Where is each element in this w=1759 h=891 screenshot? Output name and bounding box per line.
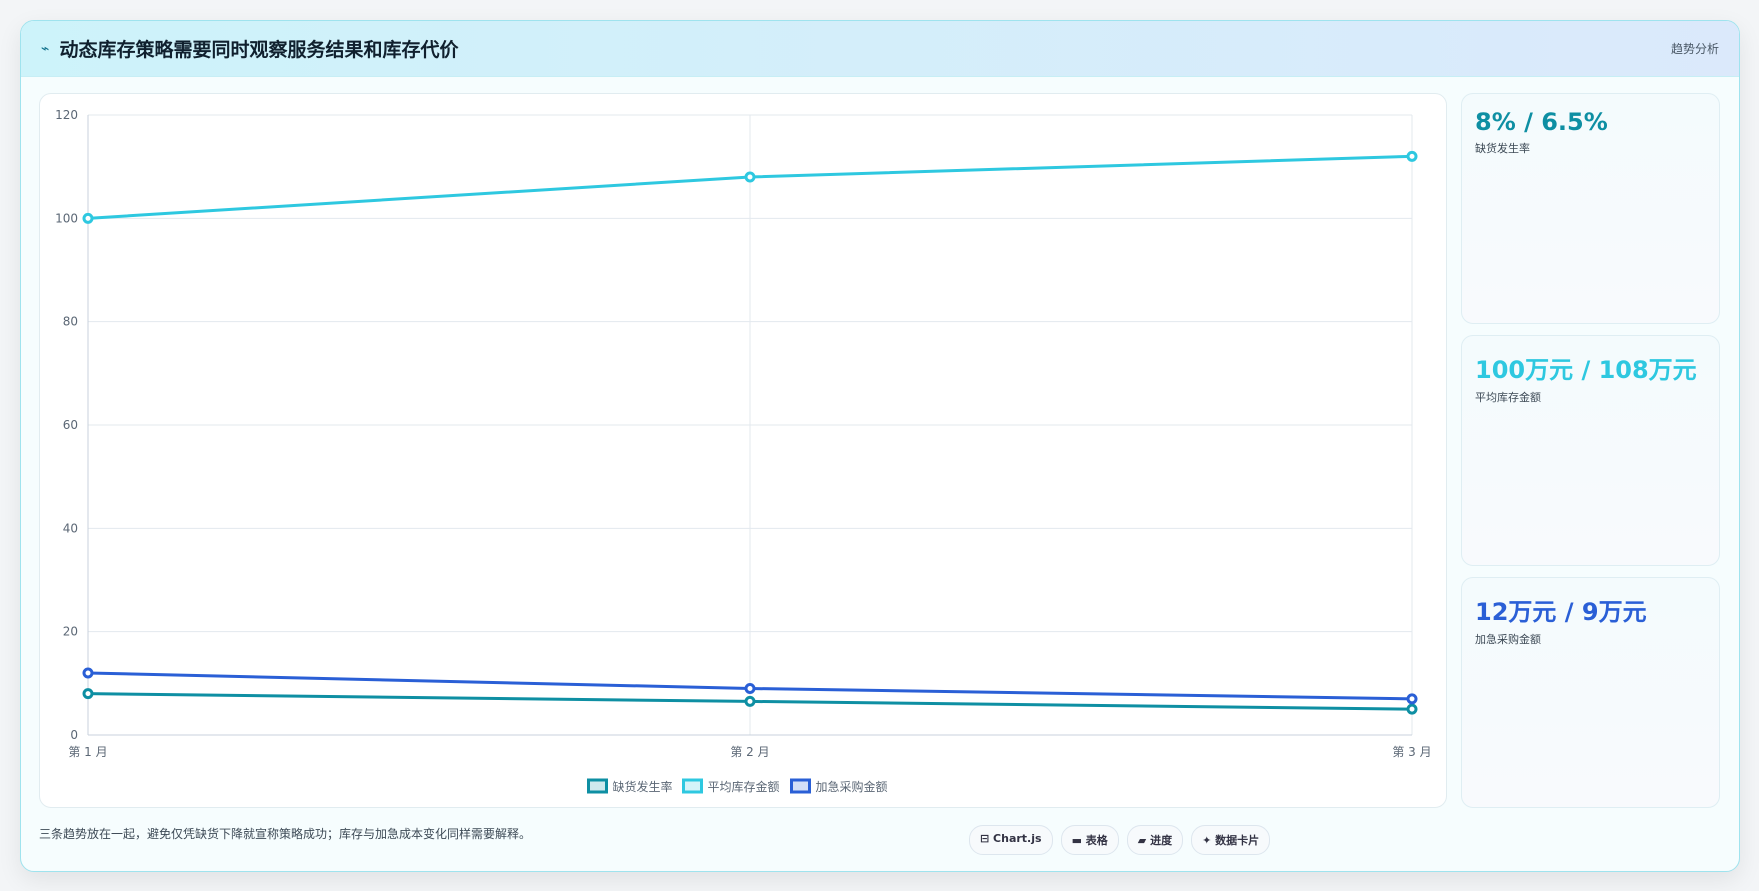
kpi-label: 加急采购金额: [1475, 633, 1541, 646]
y-tick-label: 100: [55, 211, 78, 225]
legend-label: 加急采购金额: [816, 779, 888, 794]
legend-swatch: [682, 778, 703, 794]
x-tick-label: 第 3 月: [1392, 745, 1431, 759]
legend-label: 平均库存金额: [708, 779, 780, 794]
footer-note: 三条趋势放在一起，避免仅凭缺货下降就宣称策略成功；库存与加急成本变化同样需要解释…: [39, 827, 532, 841]
y-tick-label: 40: [63, 521, 78, 535]
kpi-label: 平均库存金额: [1475, 391, 1541, 404]
kpi-card: 8% / 6.5% 缺货发生率: [1461, 93, 1720, 324]
legend-swatch: [587, 778, 608, 794]
data-point: [82, 688, 94, 700]
data-point: [1406, 150, 1418, 162]
data-point: [82, 667, 94, 679]
header-tag[interactable]: 趋势分析: [1670, 42, 1719, 56]
y-tick-label: 80: [63, 315, 78, 329]
kpi-label: 缺货发生率: [1475, 142, 1530, 155]
data-point: [744, 171, 756, 183]
view-button[interactable]: ▰ 进度: [1126, 825, 1184, 855]
kpi-card: 100万元 / 108万元平均库存金额: [1461, 335, 1720, 566]
y-tick-label: 0: [70, 728, 78, 742]
kpi-value: 100万元 / 108万元: [1475, 356, 1697, 384]
view-button[interactable]: ⊟ Chart.js: [969, 825, 1053, 855]
chart-panel: 0 20 40 60 80 100 120 第 1 月 第 2 月 第 3 月缺货发生率 平均库存金…: [39, 93, 1447, 808]
view-button[interactable]: ▬ 表格: [1060, 825, 1119, 855]
y-tick-label: 20: [63, 625, 78, 639]
y-tick-label: 120: [55, 108, 78, 122]
data-point: [1406, 693, 1418, 705]
header-title: 动态库存策略需要同时观察服务结果和库存代价: [59, 39, 459, 61]
x-tick-label: 第 1 月: [68, 745, 107, 759]
kpi-value: 8% / 6.5%: [1475, 108, 1608, 136]
view-button[interactable]: ✦ 数据卡片: [1191, 825, 1271, 855]
legend-label: 缺货发生率: [613, 779, 673, 794]
kpi-card: 12万元 / 9万元加急采购金额: [1461, 577, 1720, 808]
header-icon: ⌁: [41, 40, 50, 57]
data-point: [744, 695, 756, 707]
data-point: [1406, 703, 1418, 715]
x-tick-label: 第 2 月: [730, 745, 769, 759]
dashboard-card: ⌁ 动态库存策略需要同时观察服务结果和库存代价 趋势分析 0 20 40 60 80 10…: [20, 20, 1740, 872]
data-point: [82, 212, 94, 224]
header: ⌁ 动态库存策略需要同时观察服务结果和库存代价 趋势分析: [21, 21, 1739, 77]
y-tick-label: 60: [63, 418, 78, 432]
legend-swatch: [790, 778, 811, 794]
footer-buttons: ⊟ Chart.js ▬ 表格 ▰ 进度 ✦ 数据卡片: [969, 825, 1271, 855]
kpi-value: 12万元 / 9万元: [1475, 598, 1647, 626]
data-point: [744, 683, 756, 694]
